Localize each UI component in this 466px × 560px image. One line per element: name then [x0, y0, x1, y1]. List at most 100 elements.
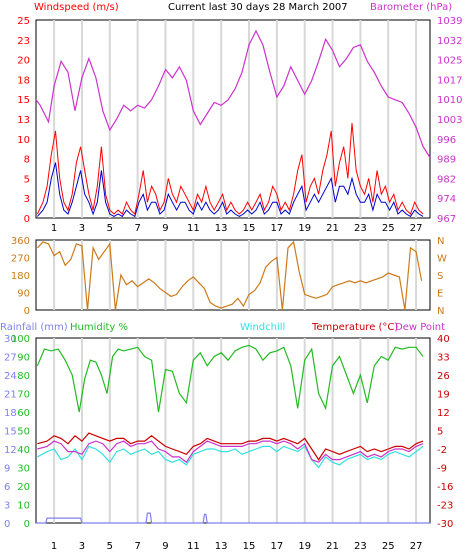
windspeed-tick-label: 3 [24, 194, 30, 205]
day-tick-label: 1 [51, 541, 57, 552]
temperature-tick-label: 33 [437, 353, 450, 364]
compass-tick-label: W [437, 254, 447, 265]
windspeed-tick-label: 5 [24, 174, 30, 185]
day-tick-label: 15 [243, 541, 256, 552]
compass-tick-label: S [437, 271, 443, 282]
series-barometer [35, 29, 431, 158]
day-tick-label: 23 [354, 541, 367, 552]
series-temperature-c- [37, 432, 424, 461]
humidity-tick-label: 100 [11, 334, 30, 345]
rainfall-tick-label: 27 [4, 353, 17, 364]
windspeed-tick-label: 0 [24, 214, 30, 225]
windspeed-axis-label: Windspeed (m/s) [34, 2, 119, 13]
day-tick-label: 23 [354, 223, 367, 234]
temperature-tick-label: -16 [437, 482, 453, 493]
day-tick-label: 27 [410, 541, 423, 552]
day-tick-label: 9 [162, 223, 168, 234]
day-tick-label: 13 [215, 223, 228, 234]
chart-title: Current last 30 days 28 March 2007 [168, 2, 348, 13]
rainfall-tick-label: 30 [4, 334, 17, 345]
day-tick-label: 25 [382, 223, 395, 234]
barometer-axis-label: Barometer (hPa) [370, 2, 452, 13]
barometer-tick-label: 1017 [437, 75, 462, 86]
temperature-tick-label: 12 [437, 408, 450, 419]
barometer-tick-label: 1039 [437, 16, 462, 27]
temperature-tick-label: 26 [437, 371, 450, 382]
day-tick-label: 27 [410, 223, 423, 234]
rainfall-tick-label: 3 [4, 501, 10, 512]
legend-humidity: Humidity % [70, 322, 128, 333]
temperature-tick-label: -23 [437, 501, 453, 512]
windspeed-tick-label: 23 [17, 36, 30, 47]
legend-temperature: Temperature (°C) [311, 322, 398, 333]
day-tick-label: 21 [326, 223, 339, 234]
day-tick-label: 21 [326, 541, 339, 552]
rainfall-tick-label: 9 [4, 464, 10, 475]
day-tick-label: 17 [270, 223, 283, 234]
panel-frame-0 [35, 19, 431, 219]
direction-tick-label: 180 [11, 271, 30, 282]
panel-frame-1 [35, 239, 431, 311]
temperature-tick-label: -9 [437, 464, 447, 475]
legend-windchill: Windchill [240, 322, 285, 333]
series-windchill [37, 445, 424, 469]
humidity-tick-label: 40 [17, 445, 30, 456]
temperature-tick-label: 40 [437, 334, 450, 345]
day-tick-label: 5 [107, 223, 113, 234]
barometer-tick-label: 967 [437, 214, 456, 225]
temperature-tick-label: 19 [437, 390, 450, 401]
series-dew-point [37, 440, 424, 464]
humidity-tick-label: 0 [24, 519, 30, 530]
windspeed-tick-label: 18 [17, 75, 30, 86]
day-tick-label: 3 [79, 541, 85, 552]
windspeed-tick-label: 8 [24, 155, 30, 166]
barometer-tick-label: 1003 [437, 115, 462, 126]
direction-tick-label: 360 [11, 236, 30, 247]
day-tick-label: 13 [215, 541, 228, 552]
day-tick-label: 5 [107, 541, 113, 552]
rainfall-tick-label: 12 [4, 445, 17, 456]
day-tick-label: 9 [162, 541, 168, 552]
temperature-tick-label: -2 [437, 445, 447, 456]
humidity-tick-label: 50 [17, 427, 30, 438]
barometer-tick-label: 996 [437, 135, 456, 146]
series-windspeed-gust [36, 122, 424, 215]
temperature-tick-label: 5 [437, 427, 443, 438]
rainfall-tick-label: 21 [4, 390, 17, 401]
legend-rainfall: Rainfall (mm) [0, 322, 68, 333]
temperature-tick-label: -30 [437, 519, 453, 530]
day-tick-label: 7 [134, 541, 140, 552]
direction-tick-label: 270 [11, 254, 30, 265]
day-tick-label: 25 [382, 541, 395, 552]
day-tick-label: 15 [243, 223, 256, 234]
direction-tick-label: 90 [17, 289, 30, 300]
day-tick-label: 7 [134, 223, 140, 234]
panel-frame-2 [35, 337, 431, 524]
barometer-tick-label: 974 [437, 194, 456, 205]
series-wind-direction [36, 240, 423, 311]
day-tick-label: 11 [187, 223, 200, 234]
day-tick-label: 17 [270, 541, 283, 552]
humidity-tick-label: 10 [17, 501, 30, 512]
rainfall-tick-label: 18 [4, 408, 17, 419]
series-humidity- [36, 344, 424, 413]
rainfall-tick-label: 24 [4, 371, 17, 382]
windspeed-tick-label: 10 [17, 135, 30, 146]
barometer-tick-label: 1010 [437, 95, 462, 106]
humidity-tick-label: 30 [17, 464, 30, 475]
compass-tick-label: N [437, 306, 444, 317]
series-rainfall-mm- [36, 512, 430, 524]
humidity-tick-label: 80 [17, 371, 30, 382]
windspeed-tick-label: 13 [17, 115, 30, 126]
day-tick-label: 3 [79, 223, 85, 234]
rainfall-tick-label: 6 [4, 482, 10, 493]
series-windspeed [37, 162, 424, 218]
direction-tick-label: 0 [24, 306, 30, 317]
humidity-tick-label: 90 [17, 353, 30, 364]
humidity-tick-label: 60 [17, 408, 30, 419]
day-tick-label: 11 [187, 541, 200, 552]
windspeed-tick-label: 15 [17, 95, 30, 106]
barometer-tick-label: 1025 [437, 56, 462, 67]
